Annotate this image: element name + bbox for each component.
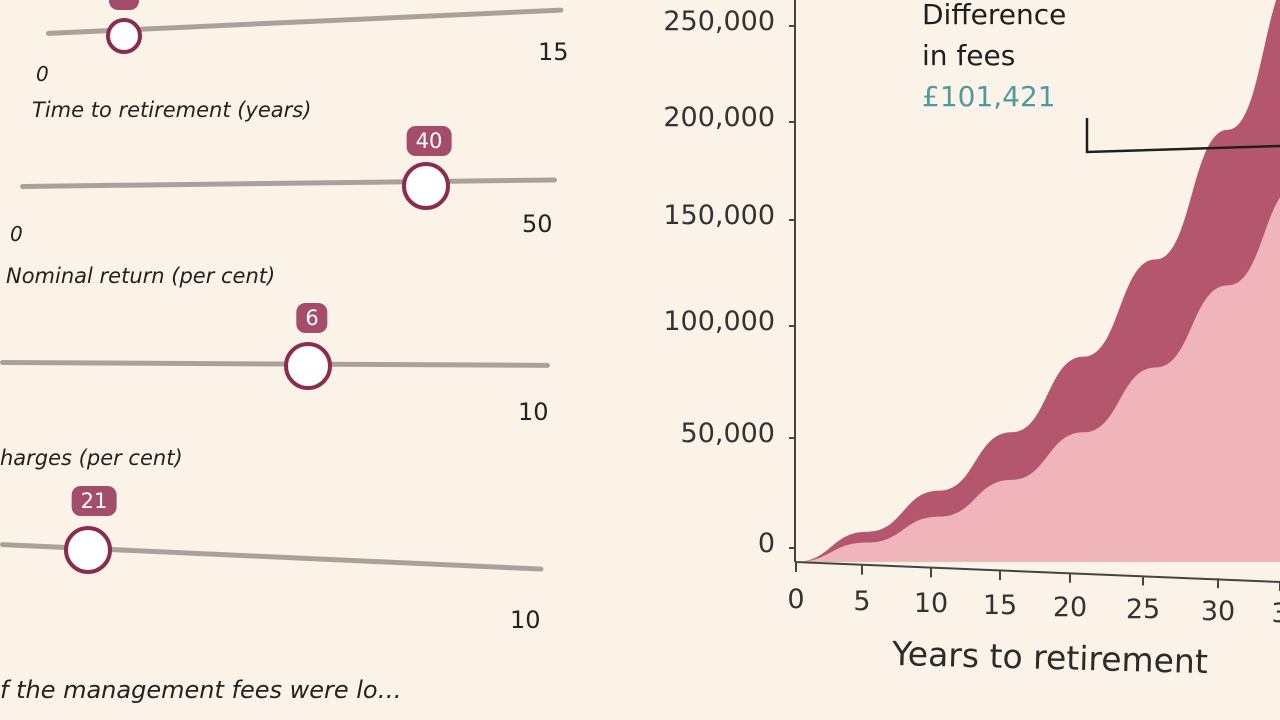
slider-0-max: 15 <box>538 38 569 66</box>
x-tick-label: 20 <box>1052 592 1088 623</box>
slider-1-max: 50 <box>522 210 553 238</box>
slider-0-min: 0 <box>36 62 49 86</box>
annotation-line-2: in fees <box>922 39 1016 72</box>
pension-chart: 0 50,000 100,000 150,000 200,000 250,000 0 5 10… <box>640 0 1280 720</box>
slider-0-handle[interactable] <box>106 18 142 54</box>
x-tick-label: 15 <box>982 590 1018 621</box>
x-axis-title: Years to retirement <box>891 633 1209 682</box>
x-tick-label: 30 <box>1200 596 1236 627</box>
y-tick-label: 150,000 <box>663 200 775 231</box>
annotation-value: £101,421 <box>922 80 1056 113</box>
area-lower-series <box>795 197 1280 562</box>
slider-1-track[interactable] <box>19 177 557 189</box>
x-tick-label: 5 <box>853 586 871 617</box>
slider-panel: 0 15 Time to retirement (years) 40 0 50 … <box>0 0 569 704</box>
slider-1-min: 0 <box>10 222 23 246</box>
fees-caption: f the management fees were lo… <box>0 676 402 704</box>
slider-2-track[interactable] <box>0 360 551 368</box>
annotation-line-1: Difference <box>922 0 1067 31</box>
x-tick-label: 3 <box>1271 598 1280 629</box>
x-axis-line <box>794 561 1280 583</box>
slider-1-value-badge: 40 <box>406 126 452 156</box>
chart-canvas <box>789 0 1280 591</box>
slider-2-label: Nominal return (per cent) <box>6 264 276 288</box>
annotation-title: Difference in fees <box>922 0 1066 76</box>
y-tick-label: 100,000 <box>663 306 775 337</box>
slider-3-label: harges (per cent) <box>0 446 183 470</box>
x-tick-label: 10 <box>913 588 949 619</box>
x-tick-label: 25 <box>1125 594 1161 625</box>
annotation-leader-line <box>1085 118 1280 154</box>
slider-2-max: 10 <box>518 398 549 426</box>
slider-3-handle[interactable] <box>64 526 112 574</box>
slider-3-value-badge: 21 <box>71 486 117 516</box>
y-tick-label: 0 <box>757 528 775 559</box>
x-tick-label: 0 <box>787 584 805 615</box>
y-tick-label: 50,000 <box>680 418 775 449</box>
slider-3-max: 10 <box>510 606 541 634</box>
slider-1-handle[interactable] <box>402 162 450 210</box>
slider-2-value-badge: 6 <box>296 303 328 333</box>
slider-1-label: Time to retirement (years) <box>32 98 312 122</box>
y-tick-label: 200,000 <box>663 102 775 133</box>
slider-2-handle[interactable] <box>284 342 332 390</box>
y-tick-label: 250,000 <box>663 6 775 37</box>
slider-0-value-badge <box>109 0 139 10</box>
